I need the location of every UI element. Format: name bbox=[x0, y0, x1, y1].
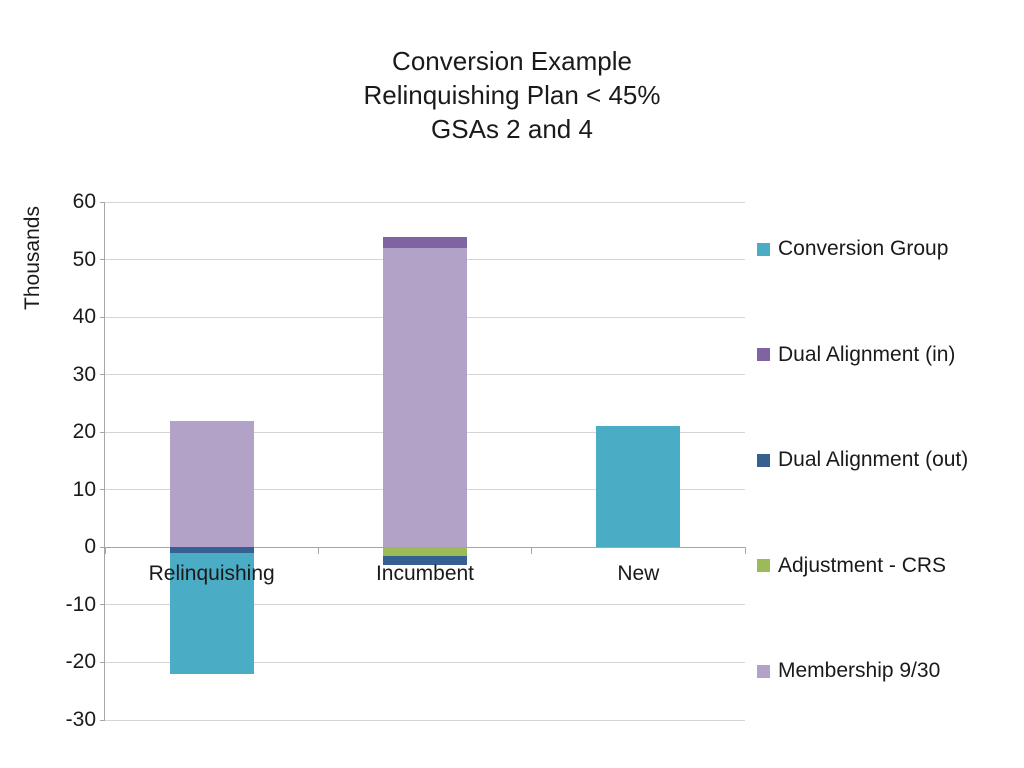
x-tick-mark bbox=[104, 547, 106, 555]
legend-item: Conversion Group bbox=[757, 237, 1017, 261]
legend-swatch bbox=[757, 348, 770, 361]
gridline bbox=[105, 719, 745, 721]
y-tick-mark bbox=[100, 259, 105, 261]
y-axis-line bbox=[104, 202, 105, 720]
y-tick-mark bbox=[100, 316, 105, 318]
gridline bbox=[105, 604, 745, 606]
x-category-label: Relinquishing bbox=[148, 562, 275, 586]
legend-label: Conversion Group bbox=[778, 237, 949, 260]
y-tick-mark bbox=[100, 201, 105, 203]
y-tick-mark bbox=[100, 661, 105, 663]
legend-swatch bbox=[757, 453, 770, 467]
chart-title: Conversion Example Relinquishing Plan < … bbox=[0, 44, 1024, 146]
bar-segment bbox=[169, 553, 254, 674]
y-tick-mark bbox=[100, 489, 105, 491]
y-tick-mark bbox=[100, 374, 105, 376]
chart-title-line-1: Conversion Example bbox=[392, 46, 632, 76]
legend-item: Dual Alignment (in) bbox=[757, 343, 1017, 367]
y-tick-label: 20 bbox=[72, 420, 96, 444]
legend-item: Adjustment - CRS bbox=[757, 554, 1017, 578]
bar-segment bbox=[383, 555, 467, 565]
bar-segment bbox=[383, 248, 467, 548]
legend-label: Dual Alignment (out) bbox=[778, 448, 969, 471]
legend-item: Dual Alignment (out) bbox=[757, 448, 1017, 472]
gridline bbox=[105, 661, 745, 663]
bar-segment bbox=[169, 420, 254, 548]
y-tick-label: -10 bbox=[65, 592, 96, 616]
y-tick-label: 60 bbox=[72, 190, 96, 213]
x-tick-mark bbox=[317, 547, 319, 555]
bar-segment bbox=[169, 547, 254, 554]
y-tick-label: 40 bbox=[72, 305, 96, 329]
legend-label: Dual Alignment (in) bbox=[778, 342, 956, 366]
y-tick-mark bbox=[100, 431, 105, 433]
chart-title-line-3: GSAs 2 and 4 bbox=[431, 114, 593, 144]
bar-segment bbox=[383, 547, 467, 556]
bar-segment bbox=[383, 236, 467, 249]
bar-segment bbox=[596, 426, 681, 548]
y-tick-mark bbox=[100, 719, 105, 721]
y-tick-label: -30 bbox=[65, 708, 96, 731]
legend-item: Membership 9/30 bbox=[757, 659, 1017, 683]
chart-title-line-2: Relinquishing Plan < 45% bbox=[363, 80, 661, 110]
legend-swatch bbox=[757, 664, 770, 678]
legend-swatch bbox=[757, 242, 770, 256]
legend-label: Adjustment - CRS bbox=[778, 553, 947, 577]
y-tick-label: 10 bbox=[72, 477, 96, 501]
y-tick-mark bbox=[100, 546, 105, 548]
y-tick-label: -20 bbox=[65, 650, 96, 674]
legend: Conversion Group Dual Alignment (in) Dual … bbox=[757, 237, 1017, 683]
x-tick-mark bbox=[531, 547, 533, 555]
y-tick-label: 30 bbox=[72, 362, 96, 386]
y-tick-mark bbox=[100, 604, 105, 606]
x-category-label: Incumbent bbox=[375, 562, 475, 586]
legend-label: Membership 9/30 bbox=[778, 659, 941, 682]
y-tick-label: 0 bbox=[84, 535, 96, 559]
x-tick-mark bbox=[744, 547, 746, 555]
gridline bbox=[105, 201, 745, 203]
legend-swatch bbox=[757, 559, 770, 572]
x-category-label: New bbox=[617, 562, 660, 586]
y-tick-label: 50 bbox=[72, 247, 96, 271]
